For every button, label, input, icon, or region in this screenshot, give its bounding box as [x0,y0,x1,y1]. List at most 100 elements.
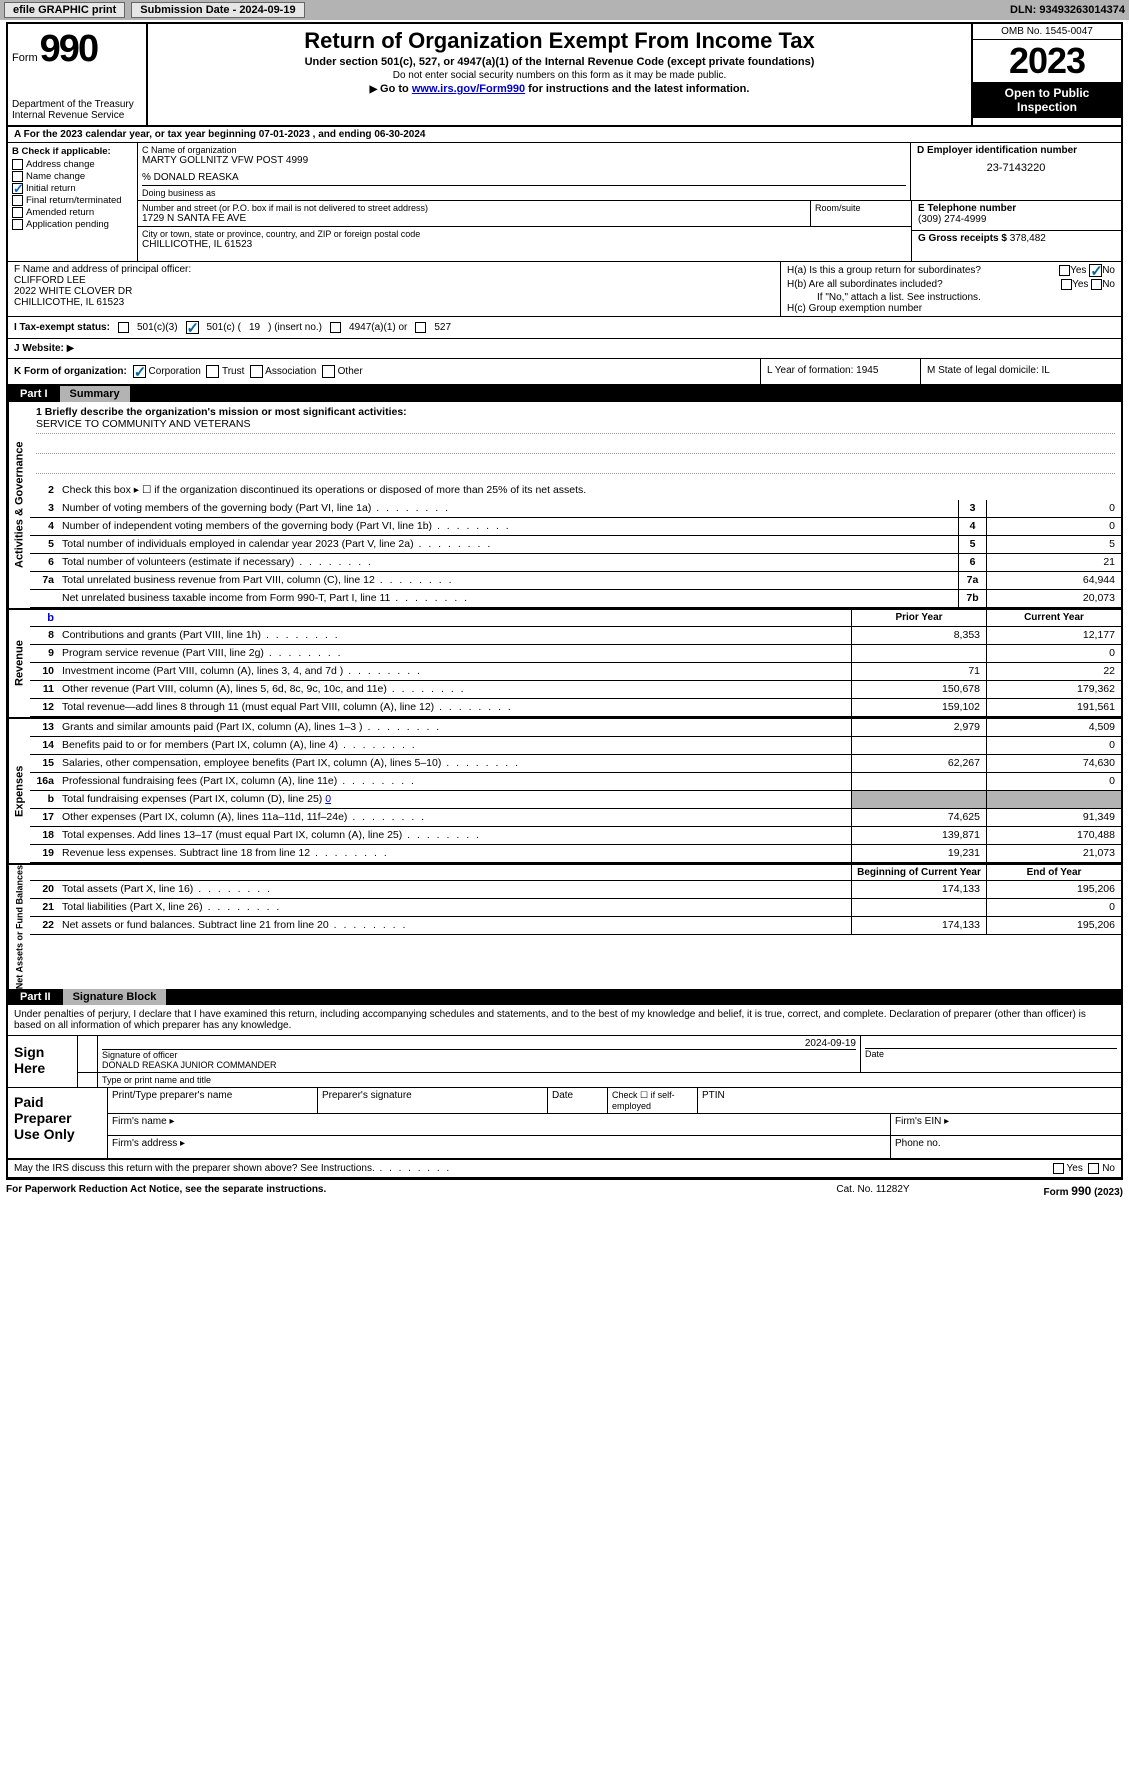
dba-label: Doing business as [142,185,906,198]
org-form-other[interactable] [322,365,335,378]
year-formation: L Year of formation: 1945 [761,359,921,384]
checkbox-amended-return[interactable] [12,207,23,218]
part-1-header: Part I Summary [8,386,1121,402]
row-i-tax-status: I Tax-exempt status: 501(c)(3) 501(c) (1… [8,317,1121,339]
ssn-note: Do not enter social security numbers on … [156,70,963,81]
current-year-header: Current Year [986,610,1121,626]
efile-button[interactable]: efile GRAPHIC print [4,2,125,18]
officer-label: F Name and address of principal officer: [14,264,774,275]
exp-prior-18: 139,871 [851,827,986,844]
gross-receipts: 378,482 [1010,233,1046,244]
exp-current-14: 0 [986,737,1121,754]
net-end-22: 195,206 [986,917,1121,934]
exp-prior-14 [851,737,986,754]
goto-line: ▶ Go to www.irs.gov/Form990 for instruct… [156,83,963,95]
ha-yes-checkbox[interactable] [1059,265,1070,276]
gov-val-7b: 20,073 [986,590,1121,607]
section-b: B Check if applicable: Address changeNam… [8,143,138,261]
exp-prior-13: 2,979 [851,719,986,736]
officer-name: CLIFFORD LEE [14,275,774,286]
row-a-tax-year: A For the 2023 calendar year, or tax yea… [8,127,1121,143]
phone-label: E Telephone number [918,203,1115,214]
exp-current-13: 4,509 [986,719,1121,736]
submission-date: Submission Date - 2024-09-19 [131,2,304,18]
cat-no: Cat. No. 11282Y [773,1184,973,1198]
care-of: % DONALD REASKA [142,172,906,183]
paid-preparer-label: Paid Preparer Use Only [8,1088,108,1158]
checkbox-application-pending[interactable] [12,219,23,230]
exp-current-19: 21,073 [986,845,1121,862]
net-begin-21 [851,899,986,916]
discuss-no-checkbox[interactable] [1088,1163,1099,1174]
gov-val-3: 0 [986,500,1121,517]
org-form-trust[interactable] [206,365,219,378]
fundraising-link[interactable]: 0 [325,793,331,805]
top-bar: efile GRAPHIC print Submission Date - 20… [0,0,1129,20]
ha-no-checkbox[interactable] [1089,264,1102,277]
officer-addr1: 2022 WHITE CLOVER DR [14,286,774,297]
527-checkbox[interactable] [415,322,426,333]
city-state-zip: CHILLICOTHE, IL 61523 [142,239,907,250]
ein-value: 23-7143220 [917,162,1115,174]
exp-prior-15: 62,267 [851,755,986,772]
rev-current-12: 191,561 [986,699,1121,716]
form-subtitle: Under section 501(c), 527, or 4947(a)(1)… [156,56,963,68]
form-title: Return of Organization Exempt From Incom… [156,28,963,54]
rev-current-11: 179,362 [986,681,1121,698]
gov-val-7a: 64,944 [986,572,1121,589]
501c-checkbox[interactable] [186,321,199,334]
mission-text: SERVICE TO COMMUNITY AND VETERANS [36,418,1115,434]
4947-checkbox[interactable] [330,322,341,333]
hb-yes-checkbox[interactable] [1061,279,1072,290]
phone-value: (309) 274-4999 [918,214,1115,225]
form-990: Form 990 Department of the Treasury Inte… [6,22,1123,1180]
side-label-expenses: Expenses [8,719,30,863]
net-begin-20: 174,133 [851,881,986,898]
form-number: Form 990 [12,28,142,71]
discuss-yes-checkbox[interactable] [1053,1163,1064,1174]
rev-prior-8: 8,353 [851,627,986,644]
org-name-label: C Name of organization [142,145,906,155]
checkbox-address-change[interactable] [12,159,23,170]
org-form-corporation[interactable] [133,365,146,378]
rev-current-9: 0 [986,645,1121,662]
gov-val-6: 21 [986,554,1121,571]
exp-prior-19: 19,231 [851,845,986,862]
rev-current-8: 12,177 [986,627,1121,644]
net-begin-22: 174,133 [851,917,986,934]
officer-addr2: CHILLICOTHE, IL 61523 [14,297,774,308]
gov-val-5: 5 [986,536,1121,553]
rev-prior-10: 71 [851,663,986,680]
501c3-checkbox[interactable] [118,322,129,333]
hb-no-checkbox[interactable] [1091,279,1102,290]
rev-prior-9 [851,645,986,662]
prior-year-header: Prior Year [851,610,986,626]
side-label-net-assets: Net Assets or Fund Balances [8,865,30,989]
dept-treasury: Department of the Treasury Internal Reve… [12,99,142,121]
exp-current-16a: 0 [986,773,1121,790]
form-footer: Form 990 (2023) [973,1184,1123,1198]
exp-current-17: 91,349 [986,809,1121,826]
state-domicile: M State of legal domicile: IL [921,359,1121,384]
dln: DLN: 93493263014374 [1010,4,1125,16]
open-to-public: Open to PublicInspection [973,82,1121,118]
end-year-header: End of Year [986,865,1121,880]
rev-current-10: 22 [986,663,1121,680]
checkbox-final-return-terminated[interactable] [12,195,23,206]
net-end-21: 0 [986,899,1121,916]
discuss-question: May the IRS discuss this return with the… [14,1163,1053,1174]
paperwork-notice: For Paperwork Reduction Act Notice, see … [6,1184,773,1198]
begin-year-header: Beginning of Current Year [851,865,986,880]
side-label-governance: Activities & Governance [8,402,30,608]
exp-prior-17: 74,625 [851,809,986,826]
net-end-20: 195,206 [986,881,1121,898]
org-form-association[interactable] [250,365,263,378]
omb-number: OMB No. 1545-0047 [973,24,1121,40]
irs-link[interactable]: www.irs.gov/Form990 [412,83,525,95]
checkbox-initial-return[interactable] [12,183,23,194]
sign-here-label: Sign Here [8,1036,78,1087]
ein-label: D Employer identification number [917,145,1115,156]
rev-prior-12: 159,102 [851,699,986,716]
side-label-revenue: Revenue [8,610,30,717]
org-name: MARTY GOLLNITZ VFW POST 4999 [142,155,906,166]
